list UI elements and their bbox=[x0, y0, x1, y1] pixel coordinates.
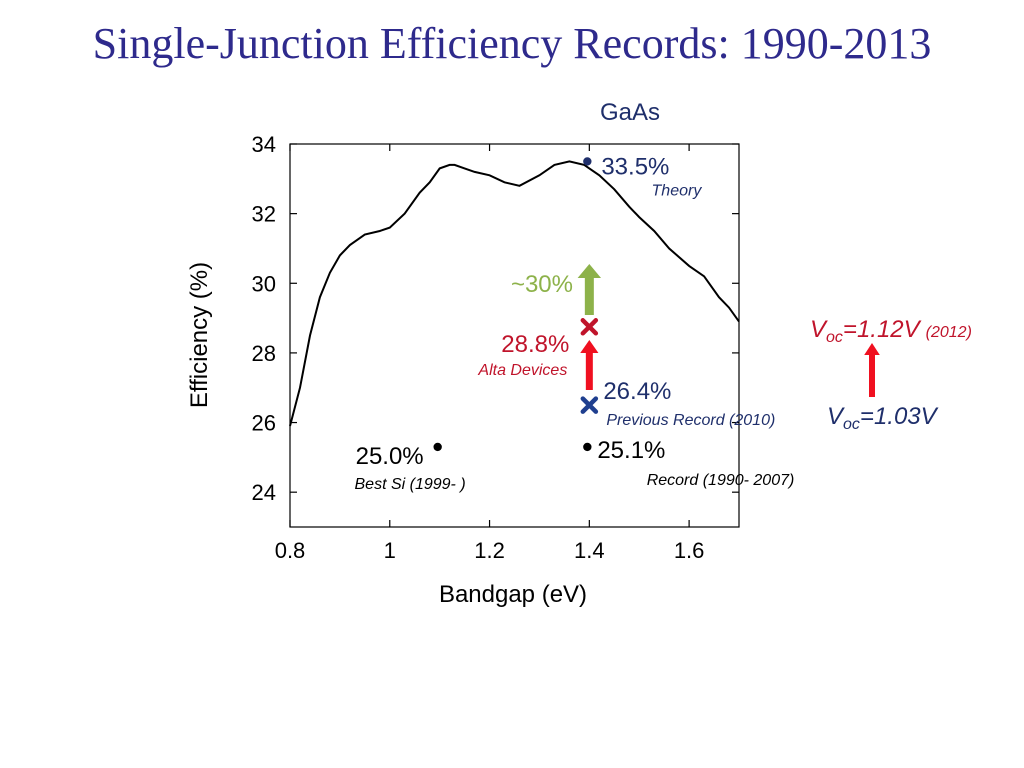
voc-2012-label: Voc=1.12V (2012) bbox=[810, 316, 972, 346]
axis-ticks: 0.8 1 1.2 1.4 1.6 24 26 28 30 32 34 bbox=[252, 132, 739, 563]
point-value-label: 33.5% bbox=[601, 153, 669, 180]
data-point-dot bbox=[433, 442, 442, 452]
x-tick-label: 1.2 bbox=[474, 538, 505, 563]
x-axis-title: Bandgap (eV) bbox=[439, 581, 587, 608]
x-tick-label: 1.4 bbox=[574, 538, 605, 563]
theory-curve bbox=[289, 160, 740, 427]
x-stroke bbox=[580, 318, 599, 336]
data-points bbox=[433, 157, 599, 452]
data-point-x bbox=[580, 396, 599, 414]
point-value-label: 26.4% bbox=[603, 378, 671, 405]
slide-title: Single-Junction Efficiency Records: 1990… bbox=[92, 19, 932, 68]
point-sub-label: Best Si (1999- ) bbox=[355, 476, 466, 493]
arrow-shaft bbox=[584, 278, 594, 315]
improvement-arrow bbox=[580, 340, 599, 390]
point-sub-label: Theory bbox=[652, 182, 703, 199]
voc-old-prefix: V bbox=[827, 403, 845, 430]
gaas-label: GaAs bbox=[600, 99, 660, 126]
arrows bbox=[577, 264, 880, 397]
point-sub-label: Previous Record (2010) bbox=[606, 412, 775, 429]
plot-frame bbox=[289, 143, 740, 528]
y-tick-label: 30 bbox=[252, 271, 276, 296]
plot-axes bbox=[289, 143, 740, 528]
target-label: ~30% bbox=[511, 271, 573, 298]
arrow-shaft bbox=[869, 355, 875, 397]
x-tick-label: 1.6 bbox=[674, 538, 705, 563]
y-tick-label: 34 bbox=[252, 132, 276, 157]
point-labels: 33.5% Theory 25.0% Best Si (1999- ) 25.1% Rec… bbox=[355, 153, 795, 493]
data-point-x bbox=[580, 318, 599, 336]
data-point-dot bbox=[583, 157, 592, 166]
voc-new-value: =1.12V bbox=[843, 316, 922, 343]
voc-new-sub: oc bbox=[826, 329, 843, 346]
voc-old-sub: oc bbox=[843, 416, 860, 433]
voc-old-value: =1.03V bbox=[860, 403, 939, 430]
x-stroke bbox=[580, 396, 599, 414]
arrow-head bbox=[577, 264, 602, 278]
target-arrow bbox=[577, 264, 602, 315]
y-tick-label: 24 bbox=[252, 480, 276, 505]
y-axis-title: Efficiency (%) bbox=[186, 262, 213, 408]
voc-arrow bbox=[864, 343, 880, 397]
point-value-label: 25.1% bbox=[597, 437, 665, 464]
point-sub-label: Record (1990- 2007) bbox=[647, 472, 795, 489]
arrow-head bbox=[864, 343, 880, 355]
y-tick-label: 28 bbox=[252, 341, 276, 366]
y-tick-label: 26 bbox=[252, 411, 276, 436]
arrow-head bbox=[580, 340, 599, 353]
voc-previous-label: Voc=1.03V bbox=[827, 403, 939, 433]
x-tick-label: 0.8 bbox=[275, 538, 306, 563]
y-tick-label: 32 bbox=[252, 202, 276, 227]
point-value-label: 25.0% bbox=[356, 443, 424, 470]
data-point-dot bbox=[583, 442, 592, 452]
point-value-label: 28.8% bbox=[501, 331, 569, 358]
x-tick-label: 1 bbox=[384, 538, 396, 563]
arrow-shaft bbox=[585, 353, 593, 390]
point-sub-label: Alta Devices bbox=[477, 362, 567, 379]
voc-new-year: (2012) bbox=[926, 324, 972, 341]
voc-new-prefix: V bbox=[810, 316, 828, 343]
